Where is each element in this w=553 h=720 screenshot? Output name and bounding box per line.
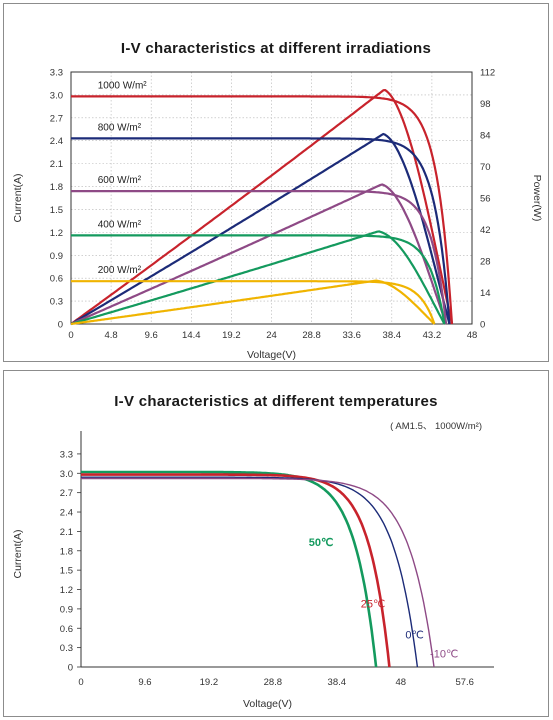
y2-tick-label: 0 [480,320,485,331]
x-tick-label: 4.8 [104,330,117,341]
x-tick-label: 24 [266,330,277,341]
x-tick-label: 28.8 [302,330,321,341]
y-tick-label: 2.1 [50,159,63,170]
y2-tick-label: 84 [480,131,491,142]
temp-curve-3 [81,477,435,668]
x-tick-label: 19.2 [222,330,241,341]
y2-tick-label: 70 [480,162,491,173]
irradiation-chart-svg: 0 4.8 9.6 14.4 19.2 24 28.8 33.6 38.4 43.2 4800.30… [12,68,543,362]
y2-tick-label: 112 [480,68,495,79]
y-tick-label: 1.5 [50,205,63,216]
temp-series-label-2: 0℃ [405,630,423,642]
x-tick-label: 9.6 [145,330,158,341]
iv-curve-2 [71,190,448,325]
temperature-chart-panel: I-V characteristics at different tempera… [3,370,549,717]
series-label-3: 400 W/m² [98,219,142,230]
x-tick-label: 0 [68,330,73,341]
y-tick-label: 0.9 [50,251,63,262]
iv-curve-4 [71,280,436,325]
temperature-chart-svg: ( AM1.5、 1000W/m²) 0 9.6 19.2 28.8 38.4 48 57.6… [12,421,494,710]
y2-tick-label: 42 [480,225,491,236]
power-curve-0 [70,89,454,325]
y-tick-label: 2.7 [60,488,73,499]
y-tick-label: 1.5 [60,566,73,577]
y-tick-label: 1.2 [50,228,63,239]
temp-curve-2 [81,476,419,668]
y-axis-label: Current(A) [12,173,24,222]
temp-curve-0 [81,470,378,668]
x-tick-label: 14.4 [182,330,201,341]
y-tick-label: 2.4 [50,136,63,147]
x-tick-label: 48 [467,330,478,341]
temp-series-label-0: 50℃ [309,537,334,549]
power-curve-4 [70,279,436,326]
y-tick-label: 3.3 [50,68,63,79]
series-label-4: 200 W/m² [98,265,142,276]
iv-curve-1 [71,137,451,325]
y-tick-label: 2.7 [50,113,63,124]
series-label-0: 1000 W/m² [98,80,148,91]
irradiation-chart-panel: I-V characteristics at different irradia… [3,3,549,362]
y-tick-label: 0.6 [60,624,73,635]
x-tick-label: 57.6 [455,677,474,688]
power-curve-1 [70,132,451,325]
x-tick-label: 38.4 [383,330,402,341]
iv-curve-3 [71,234,446,325]
power-curve-3 [70,230,446,326]
plot-frame [70,71,473,325]
temperature-chart-title: I-V characteristics at different tempera… [114,393,438,410]
series-label-2: 600 W/m² [98,175,142,186]
y-tick-label: 1.2 [60,585,73,596]
temp-series-label-3: -10℃ [430,649,458,661]
y-tick-label: 0.3 [60,643,73,654]
x-tick-label: 43.2 [423,330,442,341]
y-tick-label: 1.8 [60,546,73,557]
y-tick-label: 0.6 [50,274,63,285]
series-label-1: 800 W/m² [98,122,142,133]
x-axis-label: Voltage(V) [243,698,292,710]
x-tick-label: 38.4 [328,677,347,688]
x-tick-label: 9.6 [138,677,151,688]
x-axis-label: Voltage(V) [247,349,296,361]
y2-tick-label: 28 [480,257,491,268]
y2-axis-label: Power(W) [531,175,543,222]
power-curve-2 [70,183,448,326]
iv-curve-0 [71,95,454,325]
y-tick-label: 0.9 [60,604,73,615]
y-tick-label: 3.0 [60,469,73,480]
y-tick-label: 2.4 [60,508,73,519]
chart-subtitle: ( AM1.5、 1000W/m²) [390,421,482,432]
y-tick-label: 1.8 [50,182,63,193]
y-tick-label: 0.3 [50,297,63,308]
y-tick-label: 0 [68,663,73,674]
y2-tick-label: 98 [480,99,491,110]
x-tick-label: 48 [395,677,406,688]
y-tick-label: 0 [58,320,63,331]
x-tick-label: 19.2 [200,677,219,688]
y2-tick-label: 14 [480,288,491,299]
x-tick-label: 28.8 [264,677,283,688]
temp-series-label-1: 25℃ [361,598,386,610]
x-tick-label: 33.6 [342,330,361,341]
y2-tick-label: 56 [480,194,491,205]
y-tick-label: 3.0 [50,90,63,101]
temp-curve-1 [81,473,391,668]
y-tick-label: 2.1 [60,527,73,538]
x-tick-label: 0 [78,677,83,688]
y-axis-label: Current(A) [12,529,24,578]
irradiation-chart-title: I-V characteristics at different irradia… [120,40,432,57]
y-tick-label: 3.3 [60,449,73,460]
